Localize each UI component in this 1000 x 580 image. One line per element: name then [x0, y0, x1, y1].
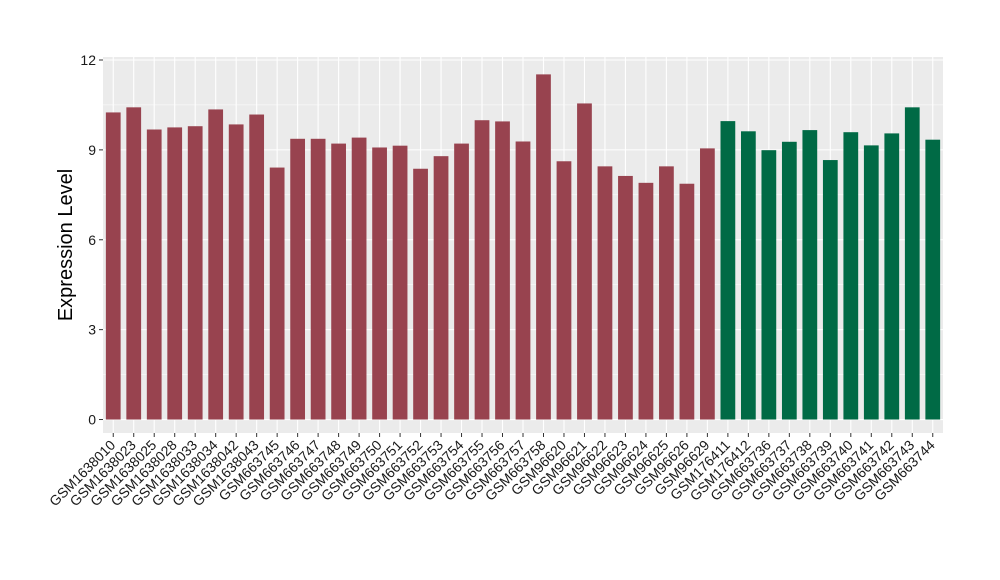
bar — [515, 141, 531, 420]
bar — [433, 156, 449, 420]
bar — [659, 166, 674, 420]
y-tick-label: 12 — [80, 52, 96, 68]
bar — [208, 109, 224, 420]
bar — [843, 132, 859, 420]
bar — [187, 126, 203, 420]
bar — [249, 114, 265, 420]
bar — [781, 141, 797, 420]
bar — [105, 112, 121, 420]
bar — [618, 175, 633, 420]
bar — [863, 145, 879, 420]
bar — [638, 182, 654, 420]
bar — [269, 167, 285, 420]
bar — [126, 107, 142, 420]
bar — [310, 138, 326, 420]
bar — [884, 133, 900, 420]
bar — [822, 160, 838, 420]
y-tick-label: 9 — [88, 142, 96, 158]
bar — [331, 143, 346, 420]
y-tick-label: 6 — [88, 232, 96, 248]
bar — [556, 161, 572, 420]
bar — [228, 124, 244, 420]
bar — [720, 121, 736, 420]
y-axis: 0 3 6 9 12 — [80, 52, 103, 428]
bar — [474, 120, 490, 420]
bar — [454, 143, 469, 420]
bar — [925, 139, 941, 420]
bar — [679, 183, 695, 420]
bar — [351, 137, 367, 420]
bar — [700, 148, 715, 420]
y-axis-title: Expression Level — [55, 169, 77, 321]
bars — [105, 74, 941, 420]
bar — [536, 74, 551, 420]
bar — [904, 107, 920, 420]
bar — [597, 166, 613, 420]
y-tick-label: 3 — [88, 322, 96, 338]
bar — [146, 129, 162, 420]
bar — [761, 150, 777, 420]
bar — [577, 103, 592, 420]
bar — [392, 145, 408, 420]
bar — [167, 127, 183, 420]
bar — [372, 147, 387, 420]
bar — [290, 138, 306, 420]
bar — [802, 130, 818, 420]
bar — [413, 168, 428, 420]
x-axis: GSM1638010GSM1638023GSM1638025GSM1638028… — [46, 433, 938, 509]
y-tick-label: 0 — [88, 412, 96, 428]
bar — [740, 131, 756, 420]
bar — [495, 121, 510, 420]
